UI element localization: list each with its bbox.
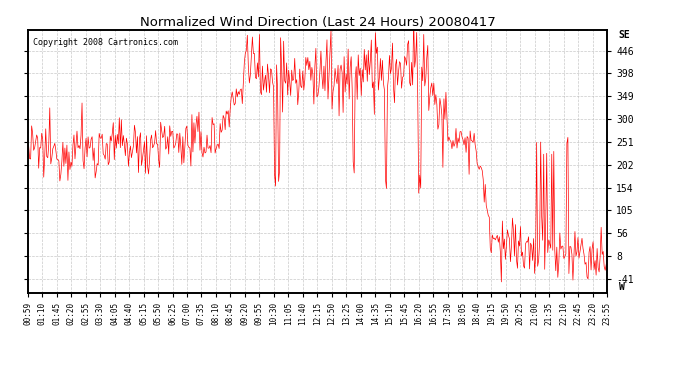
Title: Normalized Wind Direction (Last 24 Hours) 20080417: Normalized Wind Direction (Last 24 Hours… [139,16,495,29]
Text: Copyright 2008 Cartronics.com: Copyright 2008 Cartronics.com [33,38,179,47]
Text: SE: SE [619,30,631,40]
Text: W: W [619,282,624,292]
